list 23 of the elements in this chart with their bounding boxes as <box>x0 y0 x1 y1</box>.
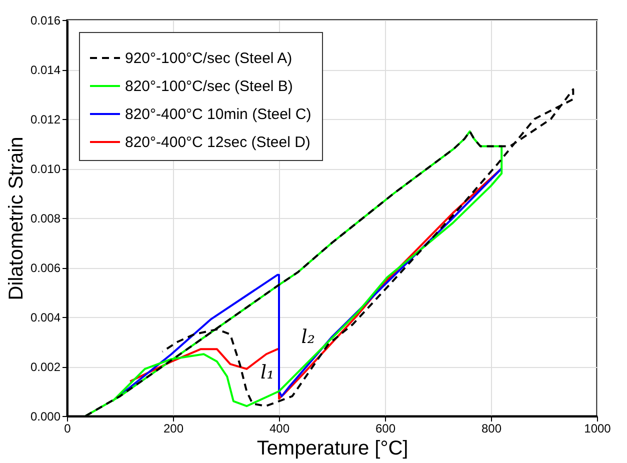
y-tick-label: 0.006 <box>30 261 61 275</box>
y-tick-label: 0.016 <box>30 14 61 28</box>
y-axis-title: Dilatometric Strain <box>5 136 28 300</box>
annotation: l₁ <box>260 361 274 384</box>
legend-label: 820°-400°C 12sec (Steel D) <box>125 134 310 151</box>
x-axis-title: Temperature [°C] <box>256 438 408 460</box>
y-tick-label: 0.008 <box>30 212 61 226</box>
y-tick-label: 0.010 <box>30 162 61 176</box>
legend-label: 820°-400°C 10min (Steel C) <box>125 106 312 123</box>
y-tick-label: 0.004 <box>30 310 61 324</box>
x-tick-label: 600 <box>375 422 396 436</box>
x-tick-label: 400 <box>269 422 290 436</box>
y-tick-label: 0.014 <box>30 63 61 77</box>
y-tick-label: 0.012 <box>30 112 61 126</box>
y-tick-label: 0.002 <box>30 360 61 374</box>
x-tick-label: 0 <box>64 422 72 436</box>
x-tick-label: 1000 <box>584 422 612 436</box>
x-tick-label: 800 <box>481 422 502 436</box>
y-tick-label: 0.000 <box>30 410 61 424</box>
legend-label: 920°-100°C/sec (Steel A) <box>125 50 292 67</box>
legend-label: 820°-100°C/sec (Steel B) <box>125 78 293 95</box>
annotation: l₂ <box>301 326 315 348</box>
x-tick-label: 200 <box>163 422 184 436</box>
